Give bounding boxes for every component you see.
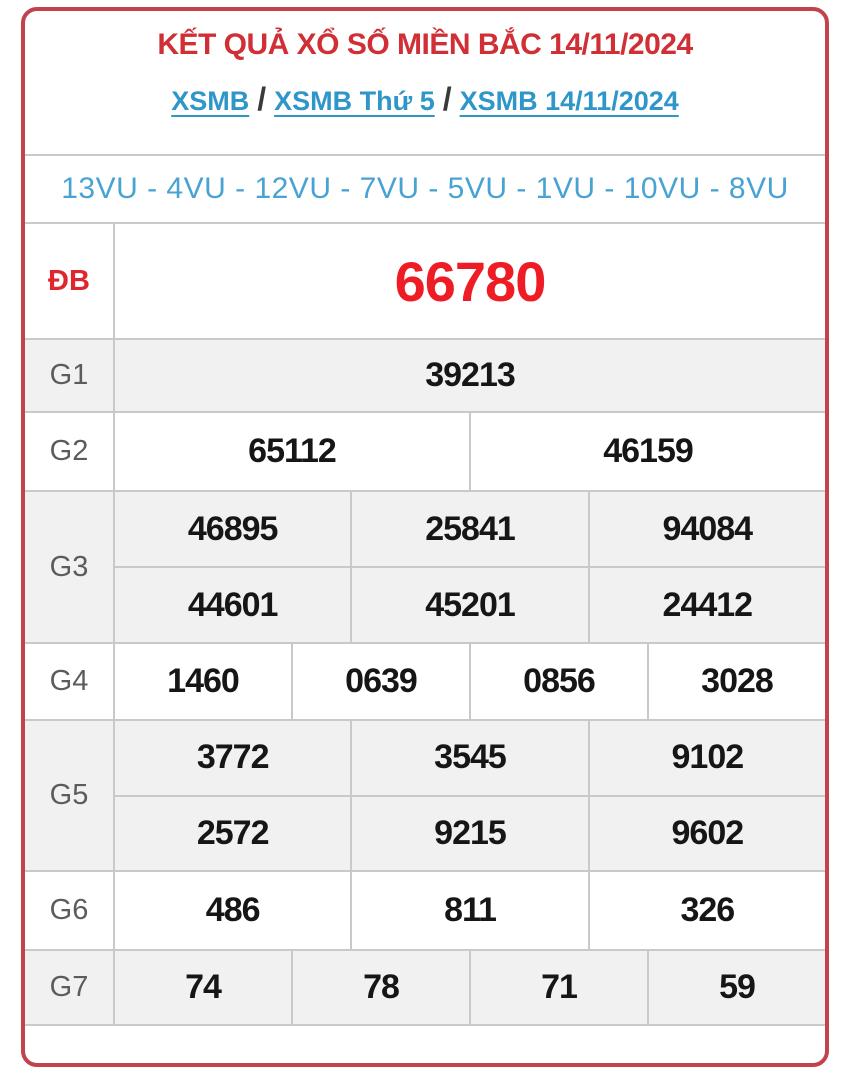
prize-cell-g4-3: 0856	[471, 644, 649, 719]
prize-cell-g3-2: 25841	[352, 492, 590, 566]
prize-cell-g4-2: 0639	[293, 644, 471, 719]
prize-row-g1: G1 39213	[25, 340, 825, 413]
prize-label-g7: G7	[25, 951, 115, 1024]
prize-cell-g3-3: 94084	[662, 509, 754, 548]
prize-cell-g3-5: 45201	[352, 568, 590, 642]
prize-label-g1: G1	[25, 340, 115, 411]
prize-cell-g4-1: 1460	[115, 644, 293, 719]
prize-label-g3: G3	[25, 492, 115, 642]
prize-cell-db: 66780	[394, 249, 547, 313]
prize-cell-g3-6: 24412	[662, 585, 754, 624]
breadcrumb-link-xsmb-date[interactable]: XSMB 14/11/2024	[459, 86, 679, 116]
prize-row-g6: G6 486 811 326	[25, 872, 825, 951]
results-table: ĐB 66780 G1 39213 G2 65112 46159 G3	[25, 224, 825, 1026]
prize-row-g3: G3 46895 25841 94084 44601 45201 24412	[25, 492, 825, 644]
lottery-result-card: KẾT QUẢ XỔ SỐ MIỀN BẮC 14/11/2024 XSMB / X…	[21, 7, 829, 1067]
prize-cell-g7-4: 59	[719, 968, 756, 1006]
breadcrumb-separator: /	[442, 81, 452, 117]
prize-label-g5: G5	[25, 721, 115, 870]
prize-cell-g3-4: 44601	[115, 568, 353, 642]
prize-label-db: ĐB	[25, 224, 115, 338]
prize-row-g2: G2 65112 46159	[25, 413, 825, 492]
prize-label-g4: G4	[25, 644, 115, 719]
page-title: KẾT QUẢ XỔ SỐ MIỀN BẮC 14/11/2024	[157, 28, 693, 61]
prize-label-g2: G2	[25, 413, 115, 490]
prize-label-g6: G6	[25, 872, 115, 949]
prize-cell-g6-2: 811	[352, 872, 590, 949]
prize-cell-g7-2: 78	[293, 951, 471, 1024]
prize-cell-g5-5: 9215	[352, 796, 590, 870]
prize-row-g5: G5 3772 3545 9102 2572 9215 9602	[25, 721, 825, 872]
prize-cell-g4-4: 3028	[701, 662, 774, 700]
prize-cell-g3-1: 46895	[115, 492, 353, 566]
prize-cell-g2-1: 65112	[115, 413, 471, 490]
prize-cell-g1: 39213	[425, 356, 516, 394]
prize-cell-g5-6: 9602	[671, 813, 745, 852]
loto-summary-line: 13VU - 4VU - 12VU - 7VU - 5VU - 1VU - 10…	[25, 154, 825, 224]
prize-cell-g5-1: 3772	[115, 721, 353, 795]
breadcrumb-link-xsmb[interactable]: XSMB	[171, 86, 250, 116]
prize-row-g7: G7 74 78 71 59	[25, 951, 825, 1026]
prize-cell-g7-3: 71	[471, 951, 649, 1024]
prize-cell-g6-3: 326	[680, 891, 735, 929]
prize-cell-g6-1: 486	[115, 872, 353, 949]
prize-cell-g5-4: 2572	[115, 796, 353, 870]
result-header: KẾT QUẢ XỔ SỐ MIỀN BẮC 14/11/2024 XSMB / X…	[25, 26, 825, 154]
prize-cell-g5-2: 3545	[352, 721, 590, 795]
breadcrumb: XSMB / XSMB Thứ 5/XSMB 14/11/2024	[25, 77, 825, 123]
breadcrumb-link-xsmb-thu5[interactable]: XSMB Thứ 5	[274, 86, 435, 116]
prize-cell-g5-3: 9102	[671, 738, 745, 777]
prize-row-g4: G4 1460 0639 0856 3028	[25, 644, 825, 721]
breadcrumb-separator: /	[257, 81, 267, 117]
prize-row-db: ĐB 66780	[25, 224, 825, 340]
prize-cell-g7-1: 74	[115, 951, 293, 1024]
prize-cell-g2-2: 46159	[603, 432, 694, 470]
